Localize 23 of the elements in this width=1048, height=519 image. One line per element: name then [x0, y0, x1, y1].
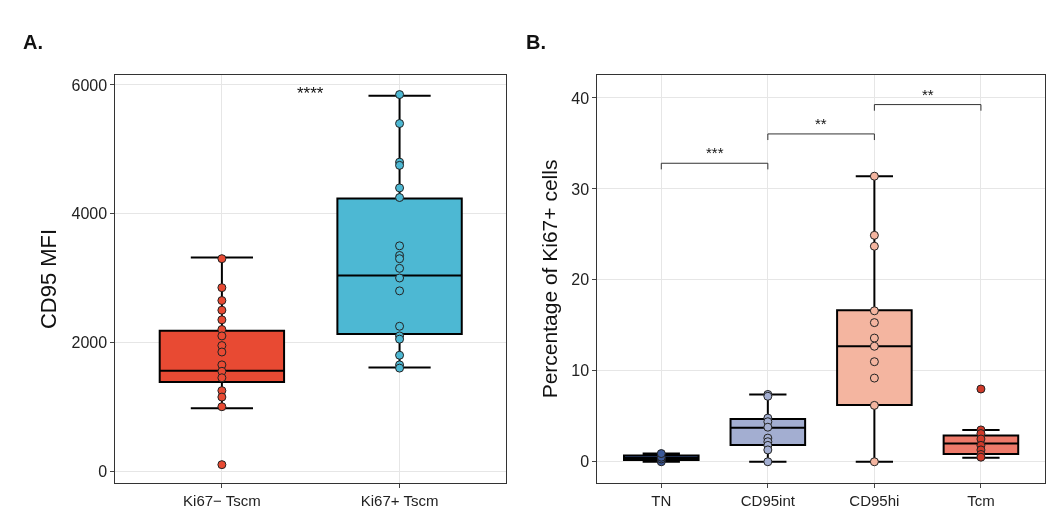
y-tick-label: 20	[571, 271, 590, 289]
x-tick-label: Ki67+ Tscm	[360, 491, 439, 509]
y-tick-label: 30	[571, 180, 590, 198]
annotation: **	[815, 115, 827, 132]
chart-title: B.	[526, 31, 546, 53]
y-tick-label: 4000	[71, 205, 108, 223]
annotation: **	[922, 86, 934, 103]
x-tick-label: TN	[651, 491, 672, 509]
chart-title: A.	[23, 31, 43, 53]
y-axis-title: Percentage of Ki67+ cells	[537, 159, 561, 399]
annotation: ***	[706, 144, 724, 161]
y-tick-label: 2000	[71, 333, 108, 351]
x-tick-label: Ki67− Tscm	[183, 491, 261, 509]
y-tick-label: 0	[580, 453, 590, 471]
x-tick-label: CD95int	[740, 491, 796, 509]
x-tick-label: CD95hi	[849, 491, 900, 509]
y-axis-title: CD95 MFI	[36, 228, 62, 330]
annotation: ****	[297, 84, 324, 103]
y-tick-label: 0	[98, 462, 108, 480]
y-tick-label: 10	[571, 362, 590, 380]
x-tick-label: Tcm	[967, 491, 995, 509]
y-tick-label: 40	[571, 89, 590, 107]
y-tick-label: 6000	[71, 76, 108, 94]
